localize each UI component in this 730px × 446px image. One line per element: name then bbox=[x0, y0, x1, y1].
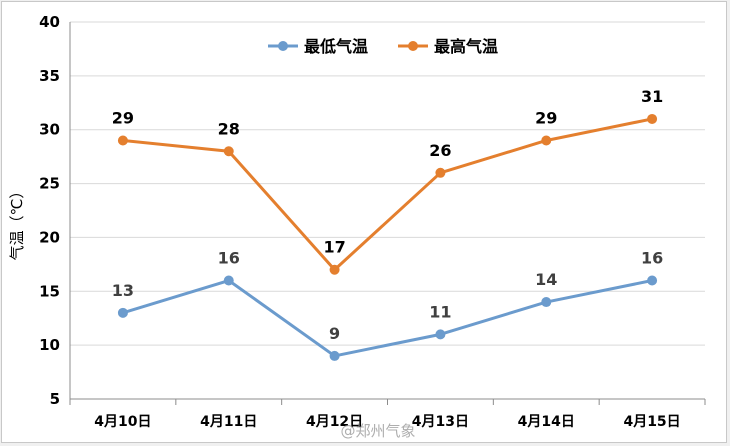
y-axis-ticks: 5 10 15 20 25 30 35 40 bbox=[39, 13, 60, 408]
legend-label: 最低气温 bbox=[304, 37, 368, 56]
data-label: 16 bbox=[641, 249, 663, 268]
y-tick-label: 10 bbox=[39, 336, 60, 354]
data-point bbox=[435, 167, 446, 178]
y-tick-label: 5 bbox=[50, 390, 60, 408]
data-point bbox=[223, 275, 234, 286]
axes bbox=[69, 22, 706, 405]
series-high: 29 28 17 26 29 31 bbox=[112, 87, 663, 275]
data-point bbox=[117, 307, 128, 318]
data-label: 14 bbox=[535, 270, 557, 289]
data-point bbox=[541, 135, 552, 146]
data-point bbox=[117, 135, 128, 146]
series-line bbox=[122, 279, 653, 358]
legend: 最低气温 最高气温 bbox=[268, 37, 498, 56]
data-label: 28 bbox=[218, 119, 240, 138]
x-axis-ticks: 4月10日 4月11日 4月12日 4月13日 4月14日 4月15日 bbox=[94, 414, 680, 430]
y-tick-label: 35 bbox=[39, 67, 60, 85]
x-tick-label: 4月11日 bbox=[200, 414, 257, 430]
data-point bbox=[329, 264, 340, 275]
data-label: 9 bbox=[329, 324, 340, 343]
y-tick-label: 40 bbox=[39, 13, 60, 31]
data-point bbox=[647, 275, 658, 286]
y-tick-label: 30 bbox=[39, 121, 60, 139]
legend-item: 最低气温 bbox=[268, 37, 368, 56]
legend-label: 最高气温 bbox=[434, 37, 498, 56]
data-point bbox=[435, 329, 446, 340]
data-label: 11 bbox=[429, 302, 451, 321]
data-point bbox=[223, 146, 234, 157]
x-tick-label: 4月15日 bbox=[623, 414, 680, 430]
x-tick-label: 4月10日 bbox=[94, 414, 151, 430]
x-tick-label: 4月12日 bbox=[306, 414, 363, 430]
data-label: 29 bbox=[535, 108, 557, 127]
data-label: 29 bbox=[112, 108, 134, 127]
data-label: 16 bbox=[218, 249, 240, 268]
data-label: 31 bbox=[641, 87, 663, 106]
series-low: 13 16 9 11 14 16 bbox=[112, 249, 663, 361]
data-label: 17 bbox=[323, 238, 345, 257]
legend-marker bbox=[408, 41, 418, 51]
series-line bbox=[122, 117, 653, 272]
y-tick-label: 15 bbox=[39, 282, 60, 300]
data-point bbox=[329, 350, 340, 361]
gridlines bbox=[70, 21, 705, 346]
data-label: 13 bbox=[112, 281, 134, 300]
data-label: 26 bbox=[429, 141, 451, 160]
data-point bbox=[541, 297, 552, 308]
data-point bbox=[647, 113, 658, 124]
legend-marker bbox=[278, 41, 288, 51]
y-tick-label: 25 bbox=[39, 175, 60, 193]
x-tick-label: 4月14日 bbox=[518, 414, 575, 430]
y-axis-label: 气温（℃） bbox=[8, 184, 26, 261]
x-tick-label: 4月13日 bbox=[412, 414, 469, 430]
y-tick-label: 20 bbox=[39, 228, 60, 246]
legend-item: 最高气温 bbox=[398, 37, 498, 56]
watermark-text: @郑州气象 bbox=[340, 422, 415, 440]
series-group: 13 16 9 11 14 16 29 28 17 26 29 31 bbox=[112, 87, 663, 361]
